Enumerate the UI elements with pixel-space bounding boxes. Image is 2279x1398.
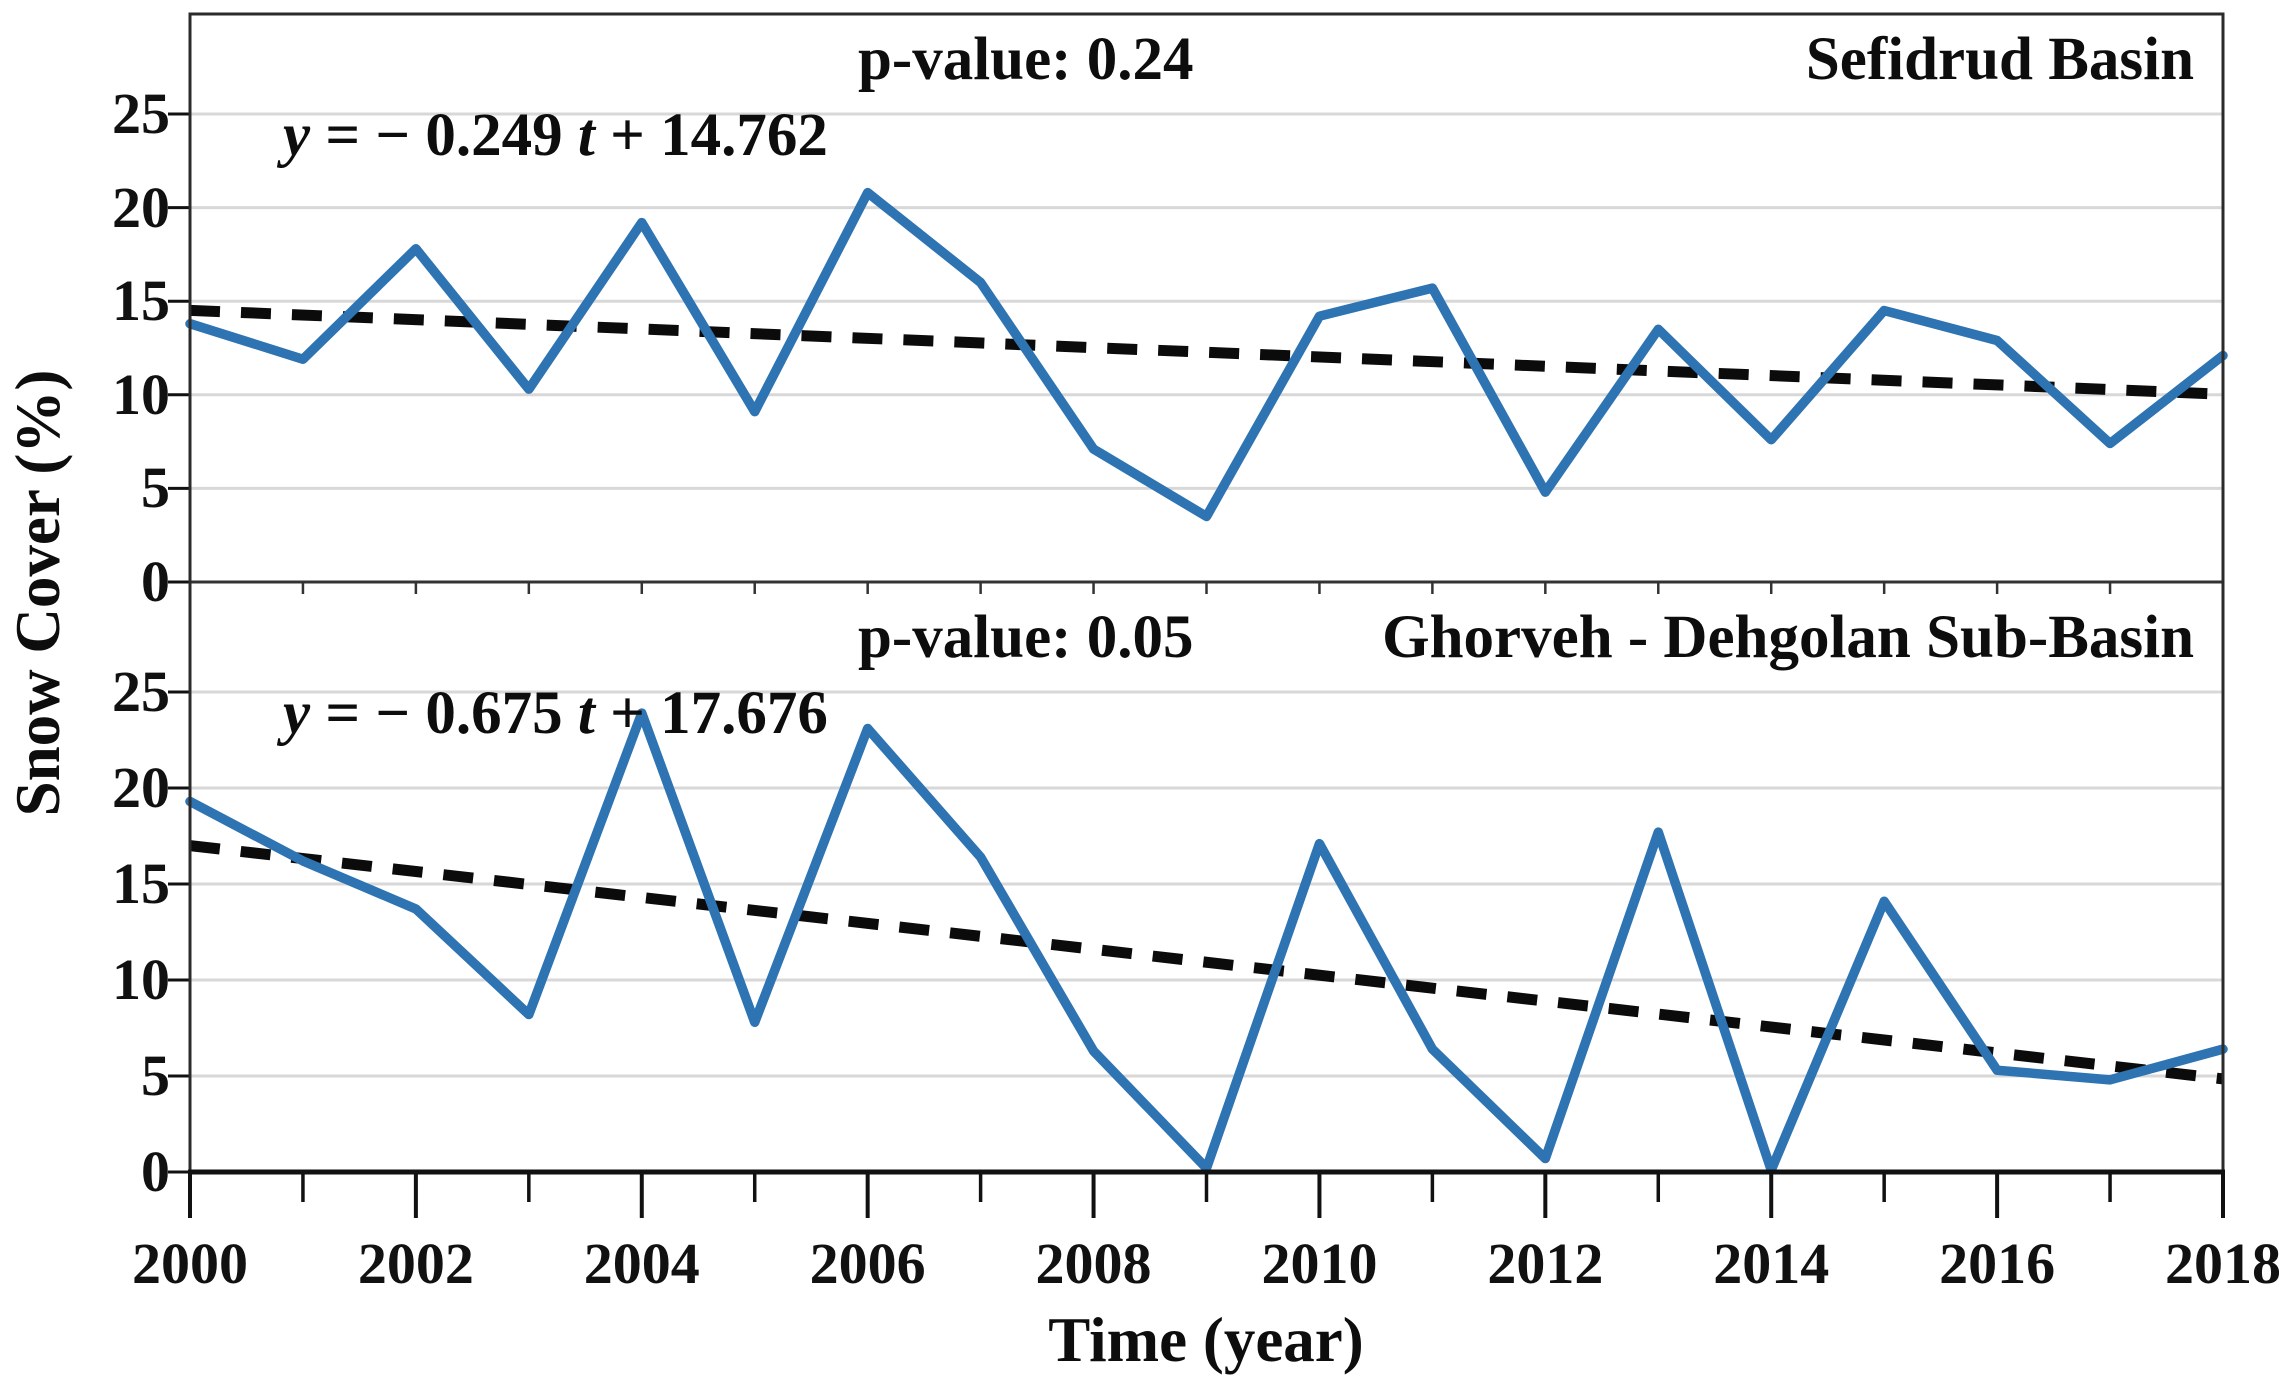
x-axis-title: Time (year) (1048, 1305, 1364, 1375)
trend-equation-top: y = − 0.249 t + 14.762 (283, 102, 828, 169)
x-tick-label: 2018 (2165, 1231, 2279, 1296)
equation-y-symbol: y (283, 102, 311, 169)
y-tick-label: 10 (112, 947, 170, 1012)
y-tick-label: 0 (141, 1139, 170, 1204)
trend-line (189, 840, 2224, 1085)
p-value-bottom: p-value: 0.05 (858, 604, 1194, 671)
x-tick-label: 2012 (1487, 1231, 1604, 1296)
x-tick-label: 2008 (1035, 1231, 1152, 1296)
trend-equation-bottom: y = − 0.675 t + 17.676 (283, 680, 828, 747)
x-tick-label: 2002 (357, 1231, 474, 1296)
y-tick-label: 15 (112, 851, 170, 916)
y-tick-label: 5 (141, 455, 170, 521)
x-tick-label: 2000 (132, 1231, 248, 1296)
y-tick-label: 10 (112, 361, 170, 427)
y-tick-label: 15 (112, 268, 170, 334)
y-tick-label: 20 (112, 755, 170, 820)
x-tick-label: 2014 (1713, 1231, 1830, 1296)
y-tick-label: 20 (112, 174, 170, 240)
equation-t-symbol: t (577, 102, 595, 169)
x-tick-label: 2004 (583, 1231, 700, 1296)
y-tick-label: 0 (141, 549, 170, 614)
p-value-top: p-value: 0.24 (858, 26, 1194, 93)
y-tick-label: 5 (141, 1043, 170, 1108)
basin-title-bottom: Ghorveh - Dehgolan Sub-Basin (1382, 604, 2194, 671)
y-tick-label: 25 (112, 659, 170, 724)
basin-title-top: Sefidrud Basin (1805, 26, 2194, 93)
snow-cover-line (185, 187, 2228, 522)
x-tick-label: 2016 (1939, 1231, 2056, 1296)
x-tick-label: 2006 (809, 1231, 926, 1296)
snow-cover-line (185, 708, 2228, 1175)
equation-y-symbol: y (283, 680, 311, 747)
y-tick-label: 25 (112, 81, 170, 146)
x-tick-label: 2010 (1261, 1231, 1378, 1296)
trend-line (189, 304, 2224, 400)
equation-t-symbol: t (577, 680, 595, 747)
